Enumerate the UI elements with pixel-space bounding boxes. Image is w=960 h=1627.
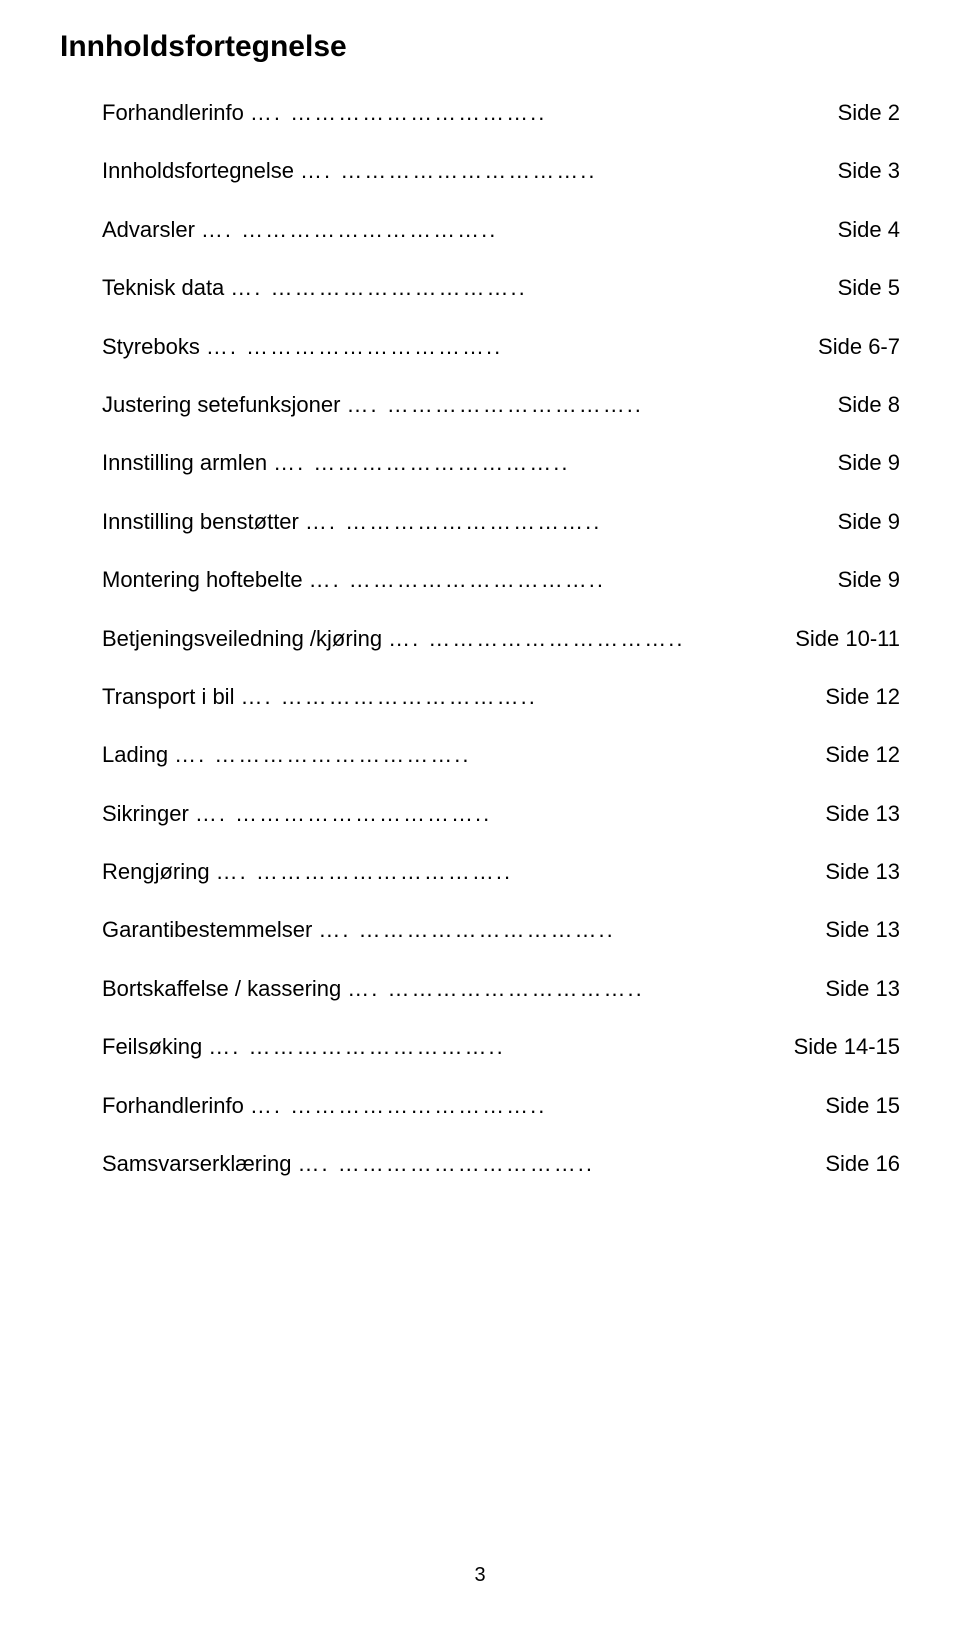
toc-page-number: Side 8 xyxy=(826,392,900,418)
toc-row: Advarsler Side 4 xyxy=(102,217,900,243)
toc-leader-dots xyxy=(250,100,826,126)
toc-page-number: Side 13 xyxy=(813,801,900,827)
toc-page-number: Side 13 xyxy=(813,976,900,1002)
toc-row: Innholdsfortegnelse Side 3 xyxy=(102,158,900,184)
toc-leader-dots xyxy=(273,450,826,476)
toc-row: Lading Side 12 xyxy=(102,742,900,768)
toc-label: Forhandlerinfo xyxy=(102,100,250,126)
toc-label: Advarsler xyxy=(102,217,201,243)
toc-page-number: Side 16 xyxy=(813,1151,900,1177)
toc-page-number: Side 2 xyxy=(826,100,900,126)
toc-leader-dots xyxy=(195,801,814,827)
toc-row: Rengjøring Side 13 xyxy=(102,859,900,885)
toc-page-number: Side 12 xyxy=(813,742,900,768)
table-of-contents: Forhandlerinfo Side 2 Innholdsfortegnels… xyxy=(102,100,900,1177)
page-footer-number: 3 xyxy=(0,1564,960,1587)
toc-page-number: Side 13 xyxy=(813,859,900,885)
toc-label: Sikringer xyxy=(102,801,195,827)
toc-row: Feilsøking Side 14-15 xyxy=(102,1034,900,1060)
toc-row: Justering setefunksjoner Side 8 xyxy=(102,392,900,418)
toc-label: Garantibestemmelser xyxy=(102,917,318,943)
toc-page-number: Side 4 xyxy=(826,217,900,243)
toc-leader-dots xyxy=(346,392,825,418)
toc-row: Teknisk data Side 5 xyxy=(102,275,900,301)
toc-label: Innholdsfortegnelse xyxy=(102,158,300,184)
toc-row: Innstilling benstøtter Side 9 xyxy=(102,509,900,535)
toc-page-number: Side 15 xyxy=(813,1093,900,1119)
page-title: Innholdsfortegnelse xyxy=(60,30,900,64)
toc-page-number: Side 9 xyxy=(826,450,900,476)
toc-page-number: Side 14-15 xyxy=(782,1034,900,1060)
toc-label: Styreboks xyxy=(102,334,206,360)
toc-label: Feilsøking xyxy=(102,1034,208,1060)
toc-page-number: Side 13 xyxy=(813,917,900,943)
toc-row: Innstilling armlen Side 9 xyxy=(102,450,900,476)
toc-label: Innstilling benstøtter xyxy=(102,509,305,535)
toc-leader-dots xyxy=(298,1151,814,1177)
toc-label: Forhandlerinfo xyxy=(102,1093,250,1119)
toc-row: Styreboks Side 6-7 xyxy=(102,334,900,360)
toc-page-number: Side 6-7 xyxy=(806,334,900,360)
toc-row: Forhandlerinfo Side 2 xyxy=(102,100,900,126)
toc-leader-dots xyxy=(250,1093,814,1119)
toc-label: Lading xyxy=(102,742,174,768)
toc-leader-dots xyxy=(206,334,806,360)
toc-row: Garantibestemmelser Side 13 xyxy=(102,917,900,943)
toc-leader-dots xyxy=(240,684,813,710)
toc-leader-dots xyxy=(388,626,783,652)
toc-row: Montering hoftebelte Side 9 xyxy=(102,567,900,593)
toc-row: Sikringer Side 13 xyxy=(102,801,900,827)
document-page: Innholdsfortegnelse Forhandlerinfo Side … xyxy=(0,0,960,1627)
toc-label: Bortskaffelse / kassering xyxy=(102,976,347,1002)
toc-leader-dots xyxy=(174,742,813,768)
toc-page-number: Side 3 xyxy=(826,158,900,184)
toc-label: Transport i bil xyxy=(102,684,240,710)
toc-label: Montering hoftebelte xyxy=(102,567,309,593)
toc-row: Transport i bil Side 12 xyxy=(102,684,900,710)
toc-row: Forhandlerinfo Side 15 xyxy=(102,1093,900,1119)
toc-label: Rengjøring xyxy=(102,859,216,885)
toc-page-number: Side 9 xyxy=(826,567,900,593)
toc-label: Justering setefunksjoner xyxy=(102,392,346,418)
toc-label: Samsvarserklæring xyxy=(102,1151,298,1177)
toc-label: Innstilling armlen xyxy=(102,450,273,476)
toc-leader-dots xyxy=(230,275,825,301)
toc-leader-dots xyxy=(318,917,813,943)
toc-label: Teknisk data xyxy=(102,275,230,301)
toc-leader-dots xyxy=(208,1034,781,1060)
toc-label: Betjeningsveiledning /kjøring xyxy=(102,626,388,652)
toc-page-number: Side 9 xyxy=(826,509,900,535)
toc-row: Samsvarserklæring Side 16 xyxy=(102,1151,900,1177)
toc-page-number: Side 12 xyxy=(813,684,900,710)
toc-page-number: Side 10-11 xyxy=(783,626,900,652)
toc-leader-dots xyxy=(201,217,826,243)
toc-leader-dots xyxy=(347,976,813,1002)
toc-leader-dots xyxy=(305,509,826,535)
toc-page-number: Side 5 xyxy=(826,275,900,301)
toc-leader-dots xyxy=(216,859,814,885)
toc-leader-dots xyxy=(309,567,826,593)
toc-row: Bortskaffelse / kassering Side 13 xyxy=(102,976,900,1002)
toc-row: Betjeningsveiledning /kjøring Side 10-11 xyxy=(102,626,900,652)
toc-leader-dots xyxy=(300,158,826,184)
